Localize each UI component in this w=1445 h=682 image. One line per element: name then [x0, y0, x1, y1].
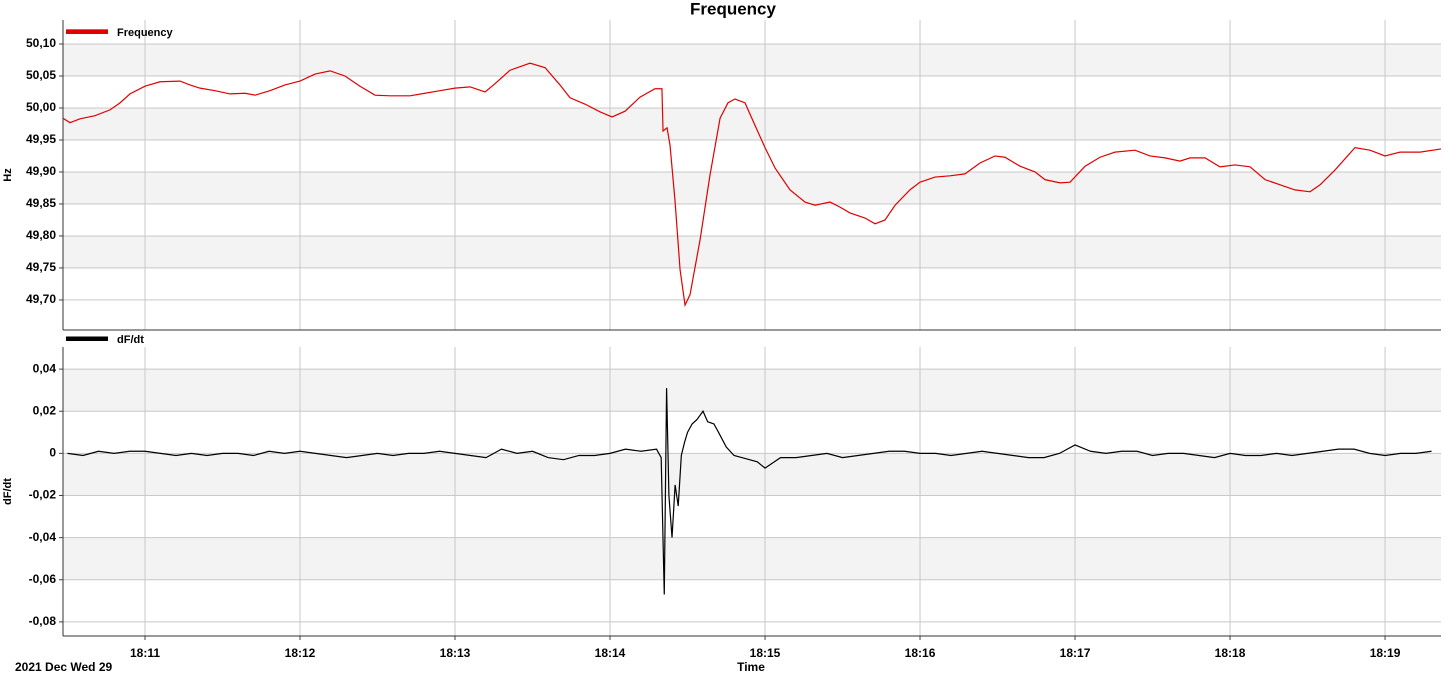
x-tick-label: 18:17	[1060, 646, 1091, 660]
y-tick-label: 49,80	[26, 228, 56, 242]
y-tick-label: 0	[49, 446, 56, 460]
x-tick-label: 18:14	[595, 646, 626, 660]
band	[63, 453, 1441, 496]
y-tick-label: -0,02	[29, 488, 57, 502]
y-tick-label: 50,05	[26, 68, 56, 82]
y-tick-label: 49,85	[26, 196, 56, 210]
x-tick-label: 18:11	[130, 646, 160, 660]
y-tick-label: 50,00	[26, 100, 56, 114]
x-tick-label: 18:13	[440, 646, 471, 660]
y-tick-label: 49,70	[26, 292, 56, 306]
band	[63, 369, 1441, 412]
y-tick-label: 50,10	[26, 36, 56, 50]
y-tick-label: -0,06	[29, 572, 57, 586]
band	[63, 171, 1441, 204]
band	[63, 107, 1441, 140]
x-tick-label: 18:16	[905, 646, 936, 660]
x-axis-label: Time	[737, 660, 765, 674]
legend-label: dF/dt	[117, 334, 144, 346]
y-tick-label: 49,75	[26, 260, 56, 274]
band	[63, 43, 1441, 76]
y-tick-label: 49,95	[26, 132, 56, 146]
y-tick-label: 0,04	[33, 361, 57, 375]
date-label: 2021 Dec Wed 29	[15, 660, 112, 674]
chart-title: Frequency	[690, 0, 777, 18]
line-series	[67, 388, 1432, 595]
x-tick-label: 18:12	[285, 646, 316, 660]
x-tick-label: 18:19	[1370, 646, 1401, 660]
x-tick-label: 18:18	[1215, 646, 1246, 660]
x-tick-label: 18:15	[750, 646, 781, 660]
legend-label: Frequency	[117, 27, 174, 39]
y-tick-label: 0,02	[33, 403, 57, 417]
line-series	[62, 62, 1442, 308]
y-tick-label: -0,08	[29, 614, 57, 628]
y-tick-label: 49,90	[26, 164, 56, 178]
band	[63, 235, 1441, 268]
band	[63, 537, 1441, 580]
y-axis-label: dF/dt	[2, 478, 14, 505]
y-tick-label: -0,04	[29, 530, 57, 544]
y-axis-label: Hz	[2, 168, 14, 182]
